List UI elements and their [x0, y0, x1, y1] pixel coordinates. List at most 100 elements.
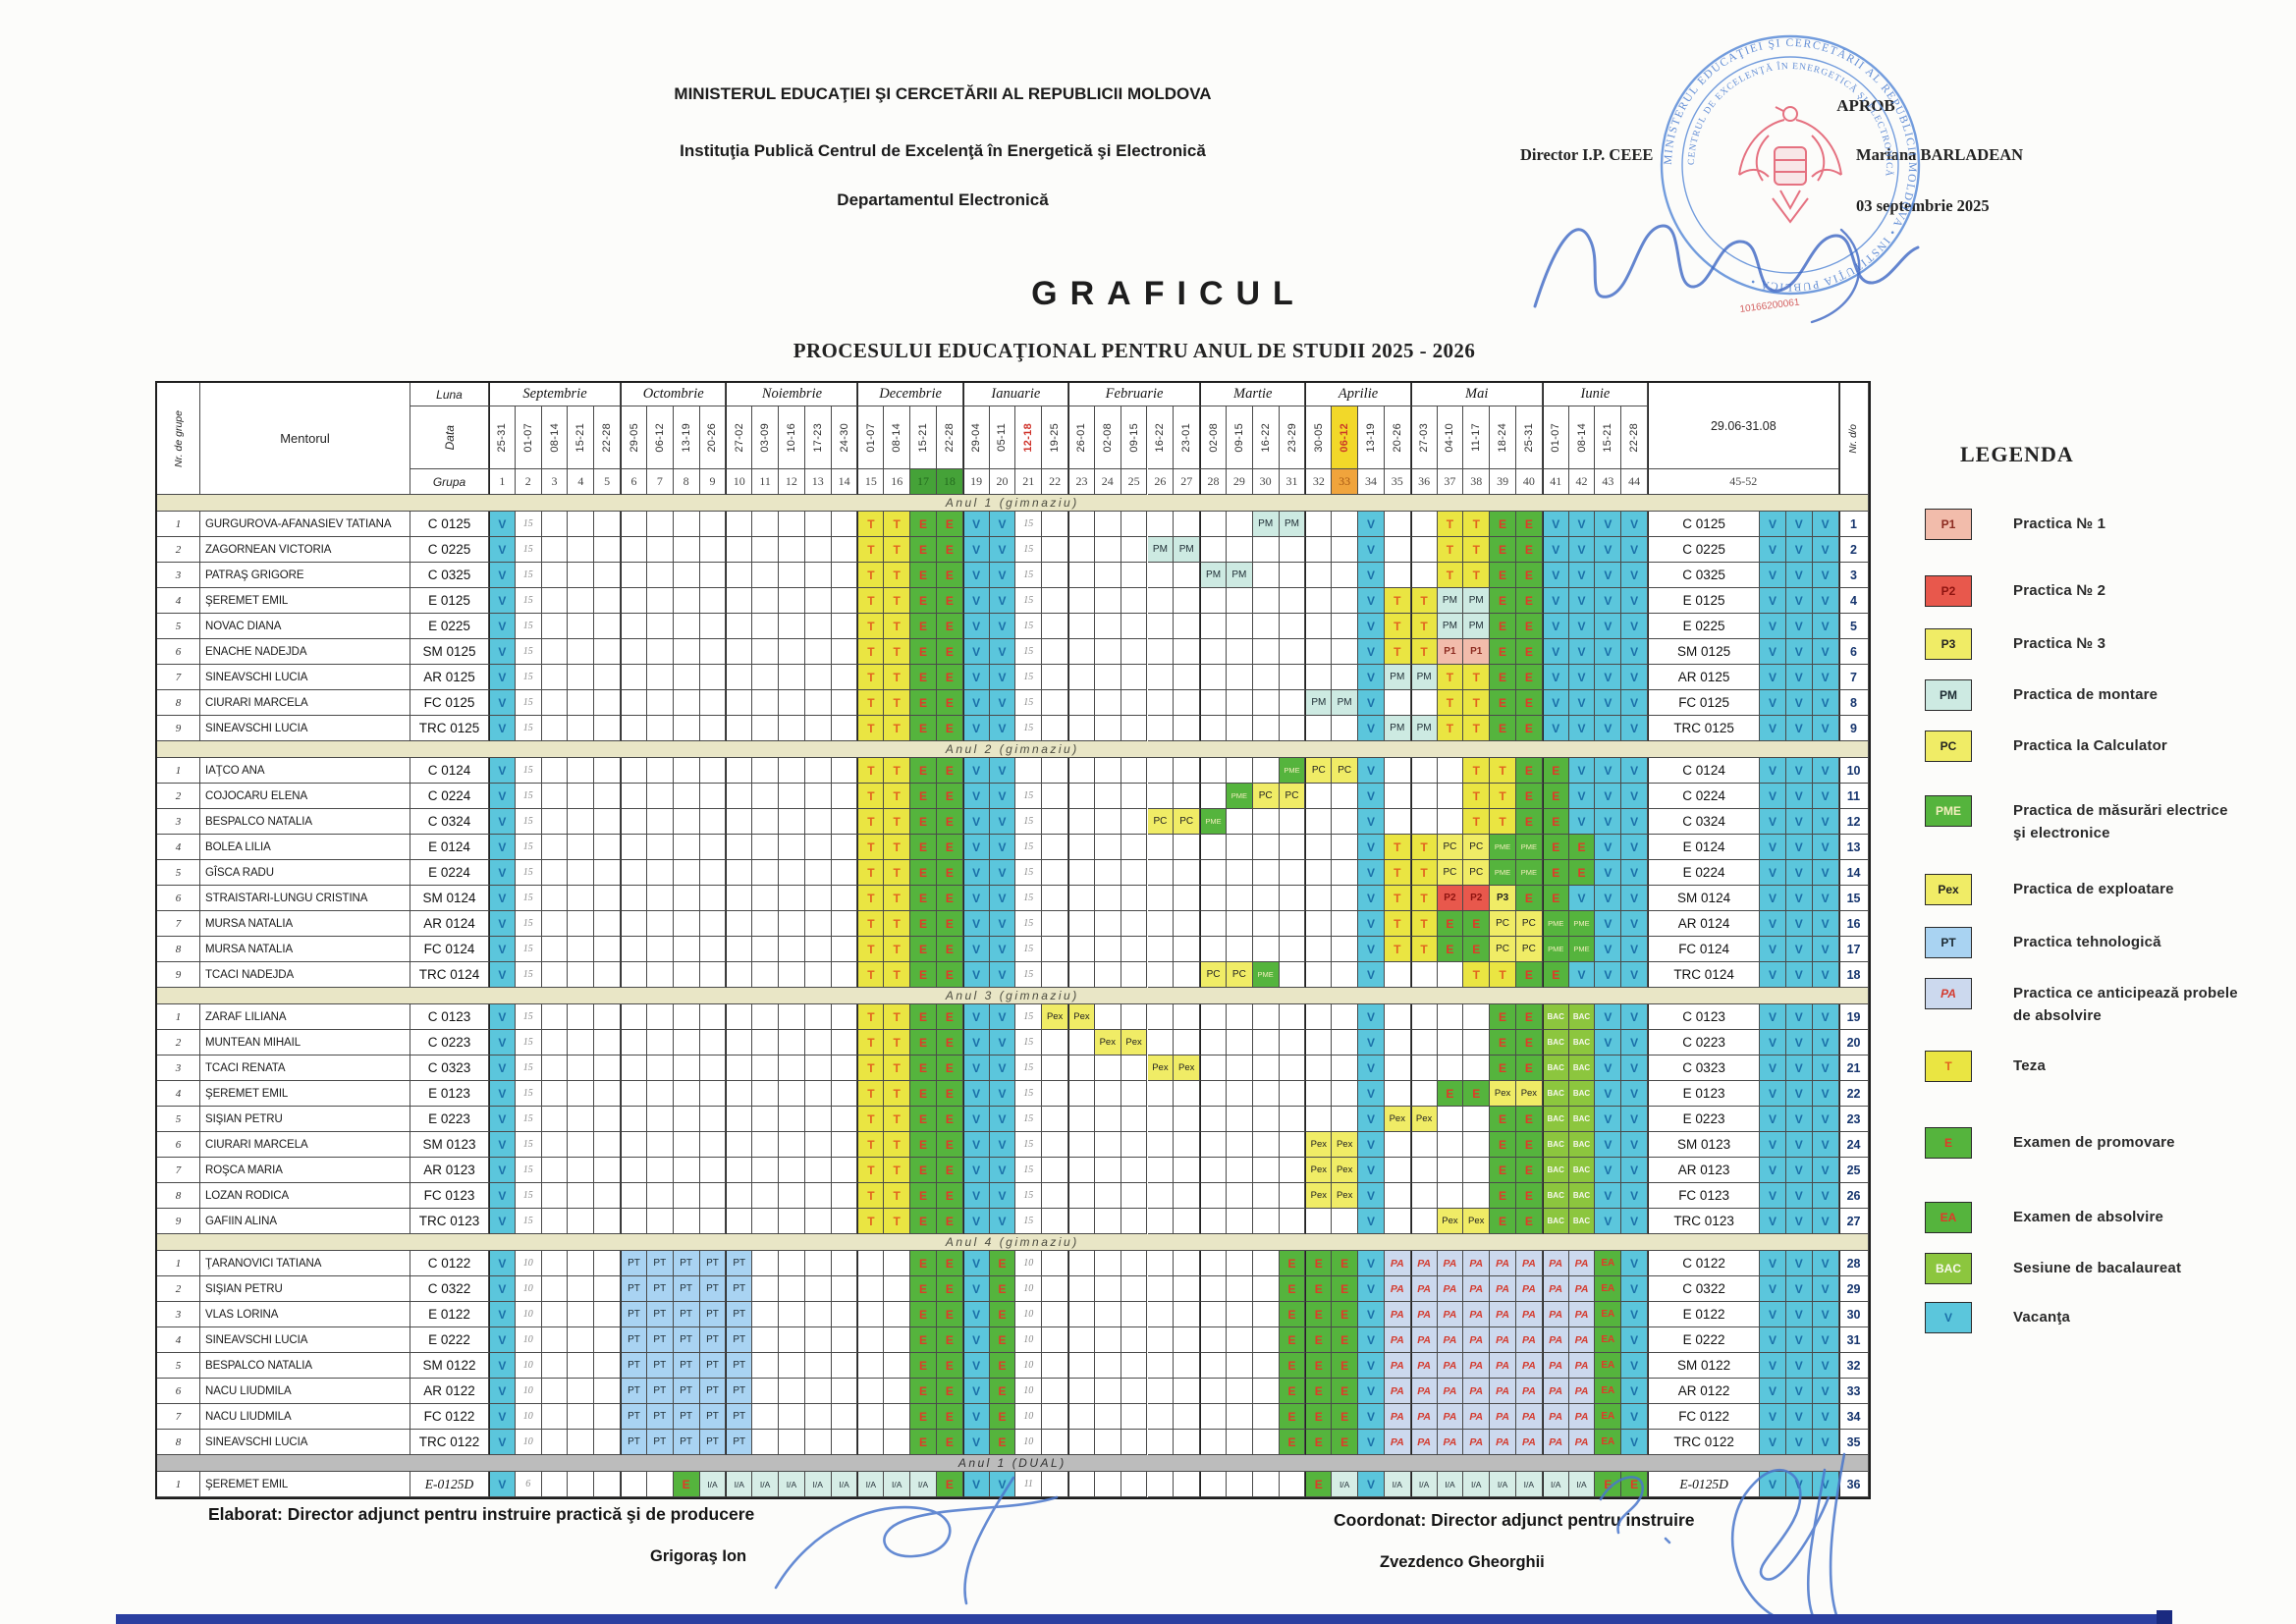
row-number: 22 — [1838, 1081, 1869, 1107]
week-cell: PME — [1226, 784, 1253, 809]
week-cell: PM — [1463, 614, 1491, 639]
week-cell — [1410, 563, 1438, 588]
week-cell — [1305, 665, 1333, 690]
group-code-repeat: SM 0124 — [1648, 886, 1761, 911]
week-cell: T — [884, 1107, 911, 1132]
week-cell: V — [989, 1183, 1016, 1209]
row-index: 3 — [157, 1302, 200, 1327]
week-date-cell: 15-21 — [910, 406, 937, 469]
group-code-repeat: E 0223 — [1648, 1107, 1761, 1132]
group-code: SM 0125 — [410, 639, 489, 665]
week-cell — [831, 1132, 858, 1158]
week-cell — [646, 639, 674, 665]
week-cell — [594, 1030, 622, 1056]
week-cell: PA — [1463, 1404, 1491, 1430]
week-cell — [779, 1107, 805, 1132]
week-cell — [1042, 1379, 1069, 1404]
week-cell: V — [1358, 1302, 1385, 1327]
legend-label: Practica № 3 — [2013, 635, 2106, 652]
week-cell — [699, 937, 727, 962]
week-cell: T — [884, 614, 911, 639]
week-cell — [699, 1183, 727, 1209]
week-cell — [1384, 1183, 1411, 1209]
week-cell — [1200, 1004, 1227, 1030]
month-header-cell: Iunie — [1542, 383, 1649, 406]
week-cell: PA — [1410, 1379, 1438, 1404]
week-cell: 10 — [1015, 1302, 1043, 1327]
week-cell: V — [1595, 512, 1622, 537]
week-cell — [752, 1056, 779, 1081]
week-cell: T — [857, 1056, 885, 1081]
week-cell — [884, 1353, 911, 1379]
week-cell — [1147, 1107, 1175, 1132]
week-cell: T — [857, 809, 885, 835]
week-cell: V — [1595, 911, 1622, 937]
week-cell — [1332, 588, 1359, 614]
week-cell — [673, 860, 700, 886]
week-cell: E — [910, 1379, 937, 1404]
group-code: E 0124 — [410, 835, 489, 860]
week-cell: V — [1621, 639, 1649, 665]
week-cell: T — [857, 716, 885, 741]
legend-item: PA Practica ce anticipează probele de abs… — [1925, 978, 2238, 1028]
week-cell: BAC — [1542, 1004, 1569, 1030]
week-cell: PT — [726, 1276, 753, 1302]
week-cell — [541, 614, 569, 639]
week-cell: 15 — [1015, 588, 1043, 614]
week-cell — [1252, 1056, 1280, 1081]
week-cell: PA — [1463, 1302, 1491, 1327]
week-cell — [646, 1030, 674, 1056]
week-cell: E — [1595, 1472, 1622, 1497]
week-cell — [1200, 1302, 1227, 1327]
week-cell: E — [936, 758, 963, 784]
week-cell — [857, 1353, 885, 1379]
week-cell — [831, 1430, 858, 1455]
week-cell: E — [989, 1251, 1016, 1276]
summer-vacation-cell: V — [1760, 716, 1786, 741]
week-cell — [1094, 1158, 1121, 1183]
week-cell: BAC — [1568, 1183, 1596, 1209]
week-cell — [831, 1004, 858, 1030]
week-cell — [541, 1276, 569, 1302]
week-cell — [752, 614, 779, 639]
month-header-cell: Noiembrie — [726, 383, 858, 406]
week-cell: V — [962, 1251, 990, 1276]
week-cell — [1252, 665, 1280, 690]
week-cell — [673, 563, 700, 588]
summer-period-header: 29.06-31.08 — [1648, 383, 1839, 469]
week-cell — [1226, 1107, 1253, 1132]
week-cell: T — [1410, 588, 1438, 614]
summer-vacation-cell: V — [1785, 835, 1813, 860]
week-cell: V — [962, 537, 990, 563]
week-cell — [884, 1430, 911, 1455]
week-cell — [594, 835, 622, 860]
week-cell: 10 — [1015, 1353, 1043, 1379]
week-number-cell: 36 — [1410, 469, 1438, 495]
week-cell — [779, 665, 805, 690]
week-cell: V — [962, 1132, 990, 1158]
summer-vacation-cell: V — [1812, 784, 1839, 809]
week-cell — [1121, 1158, 1148, 1183]
week-cell — [1279, 962, 1306, 988]
week-cell: PT — [699, 1430, 727, 1455]
summer-vacation-cell: V — [1760, 1004, 1786, 1030]
week-cell — [1305, 1004, 1333, 1030]
week-cell: V — [1542, 665, 1569, 690]
row-number: 34 — [1838, 1404, 1869, 1430]
week-cell — [1147, 1030, 1175, 1056]
week-cell — [1147, 1379, 1175, 1404]
week-cell — [1226, 1327, 1253, 1353]
week-cell — [1174, 1132, 1201, 1158]
week-cell: V — [1621, 690, 1649, 716]
week-cell: PT — [646, 1353, 674, 1379]
row-number: 20 — [1838, 1030, 1869, 1056]
week-cell: V — [489, 1472, 516, 1497]
week-cell: PA — [1515, 1276, 1543, 1302]
week-cell: V — [1621, 1353, 1649, 1379]
approval-date: 03 septembrie 2025 — [1856, 196, 1990, 215]
week-cell: 15 — [515, 588, 542, 614]
week-number-cell: 35 — [1384, 469, 1411, 495]
week-cell — [1042, 1107, 1069, 1132]
week-cell: PA — [1384, 1327, 1411, 1353]
week-cell — [752, 1302, 779, 1327]
